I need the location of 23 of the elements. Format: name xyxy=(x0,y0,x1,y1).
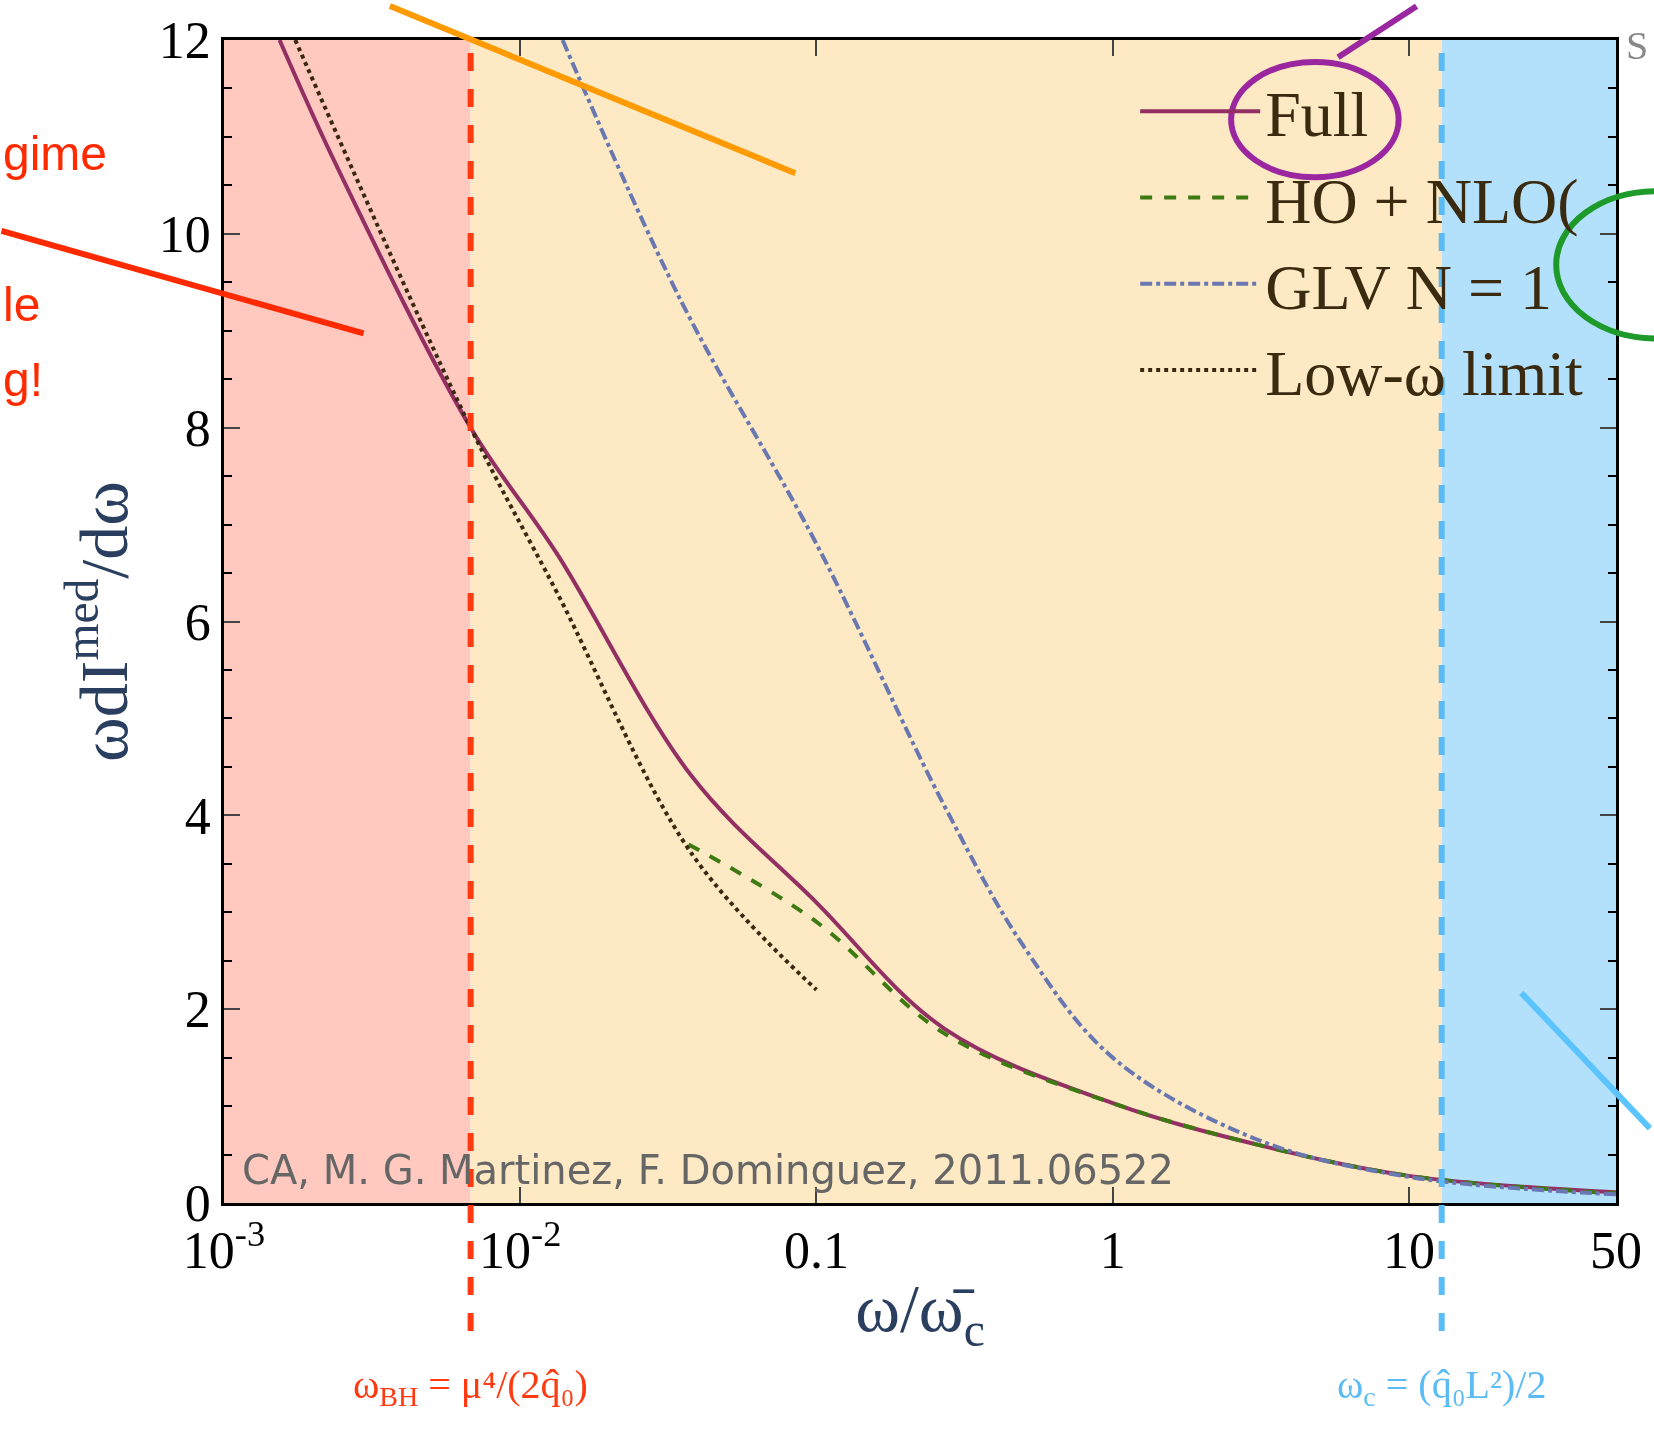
legend-label: Full xyxy=(1265,79,1369,151)
text: le xyxy=(3,278,41,331)
y-tick-label: 4 xyxy=(184,787,211,845)
legend-label: GLV N = 1 xyxy=(1265,251,1552,323)
y-tick-label: 2 xyxy=(184,981,211,1039)
legend-label: Low-ω limit xyxy=(1265,337,1584,409)
x-tick-label: 1 xyxy=(1099,1222,1126,1280)
text: S xyxy=(1626,23,1649,68)
x-tick-label: 10$^{-2}$ xyxy=(479,1214,562,1280)
text: gime xyxy=(3,127,108,180)
y-tick-label: 12 xyxy=(158,12,211,70)
x-tick-label: 0.1 xyxy=(783,1222,849,1280)
x-tick-label: 50 xyxy=(1590,1222,1642,1280)
y-tick-label: 8 xyxy=(184,399,211,457)
legend-label: HO + NLO( xyxy=(1265,165,1579,237)
x-tick-label: 10 xyxy=(1382,1222,1435,1280)
annotation: CA, M. G. Martinez, F. Dominguez, 2011.06522 xyxy=(242,1147,1174,1193)
ref-line-label: ω$_{c}$ = (q̂₀L²)/2 xyxy=(1337,1362,1547,1413)
text: g! xyxy=(3,353,44,406)
y-tick-label: 6 xyxy=(184,593,211,651)
y-tick-label: 10 xyxy=(158,206,211,264)
x-axis-title: ω/ω̄$_{c}$ xyxy=(855,1270,985,1356)
ref-line-label: ω$_{BH}$ = μ⁴/(2q̂₀) xyxy=(353,1362,588,1413)
